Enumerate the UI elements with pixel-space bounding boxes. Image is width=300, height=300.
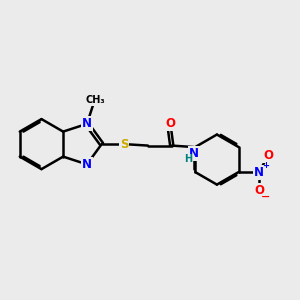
Text: N: N xyxy=(254,166,264,178)
Text: O: O xyxy=(263,149,273,162)
Text: O: O xyxy=(254,184,264,197)
Text: +: + xyxy=(262,161,269,170)
Text: O: O xyxy=(165,117,175,130)
Text: −: − xyxy=(261,192,270,202)
Text: H: H xyxy=(184,154,193,164)
Text: N: N xyxy=(189,147,199,160)
Text: N: N xyxy=(82,158,92,171)
Text: S: S xyxy=(120,138,128,151)
Text: CH₃: CH₃ xyxy=(85,95,105,105)
Text: N: N xyxy=(82,117,92,130)
